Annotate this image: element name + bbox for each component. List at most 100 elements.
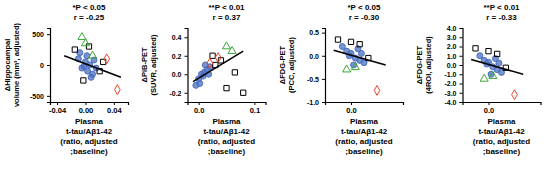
- x-axis-line: [51, 103, 129, 106]
- y-tick-mark: [47, 34, 50, 35]
- y-tick-mark: [185, 74, 188, 75]
- y-axis: -1.0 -0.5 0.0 0.5: [307, 29, 326, 106]
- x-axis-line: [188, 103, 266, 106]
- x-axis-title: (ratio, adjusted: [198, 137, 255, 146]
- y-tick-label: -1.0: [307, 99, 319, 106]
- y-tick-label: 0.2: [172, 52, 182, 59]
- y-tick-label: 0.0: [172, 71, 182, 78]
- y-axis-title: ΔFDG-PET: [415, 45, 424, 84]
- figure: -0.040.000.04-5000500*P < 0.05r = -0.25Δ…: [0, 0, 550, 179]
- plot-area: [193, 42, 246, 96]
- y-tick-mark: [322, 79, 325, 80]
- y-tick: 500: [32, 31, 50, 38]
- scatter-point: [89, 51, 97, 58]
- y-tick: -500: [30, 93, 50, 100]
- x-tick: 0.0: [194, 102, 204, 115]
- x-tick: 0.1: [250, 102, 260, 115]
- scatter-point: [496, 60, 502, 66]
- panel: 0.0-4.0-3.0-2.0-1.00.01.02.03.04.0**P < …: [415, 3, 541, 156]
- y-tick-label: 0: [40, 62, 44, 69]
- y-tick-label: 0.4: [172, 34, 182, 41]
- y-tick: 0.2: [172, 52, 188, 59]
- y-tick-label: 2.0: [447, 43, 457, 50]
- scatter-point: [207, 58, 213, 68]
- scatter-point: [358, 50, 364, 56]
- scatter-point: [215, 53, 221, 63]
- y-tick-label: -0.5: [307, 76, 319, 83]
- x-axis-title: (ratio, adjusted: [60, 137, 117, 146]
- y-axis-title: (PCC, adjusted): [287, 37, 296, 93]
- annotation: r = 0.37: [213, 13, 241, 22]
- x-tick-mark: [254, 102, 255, 105]
- y-tick-label: -2.0: [444, 80, 456, 87]
- scatter-point: [78, 33, 86, 40]
- y-tick: 0.0: [447, 62, 463, 69]
- annotation: r = -0.30: [349, 13, 380, 22]
- x-axis: 0.0: [463, 102, 541, 115]
- y-tick-label: -0.2: [169, 89, 181, 96]
- x-tick-label: -0.04: [49, 106, 67, 115]
- y-axis-line: [47, 29, 51, 103]
- x-tick: -0.04: [49, 102, 67, 115]
- scatter-point: [348, 39, 353, 44]
- x-axis-title: Plasma: [75, 117, 104, 126]
- y-tick-label: 0.0: [309, 52, 319, 59]
- regression-line: [193, 51, 243, 82]
- y-axis-title: ΔPiB-PET: [140, 47, 149, 82]
- y-tick-mark: [460, 84, 463, 85]
- y-tick-mark: [47, 96, 50, 97]
- y-tick-mark: [185, 37, 188, 38]
- scatter-point: [81, 78, 86, 83]
- x-tick-label: 0.04: [107, 106, 122, 115]
- y-tick: 1.0: [447, 52, 463, 59]
- x-tick: 0.0: [346, 102, 356, 115]
- x-tick-mark: [199, 102, 200, 105]
- y-axis: -4.0-3.0-2.0-1.00.01.02.03.04.0: [444, 25, 463, 106]
- x-tick-mark: [85, 102, 86, 105]
- x-axis-title: t-tau/Aβ1-42: [203, 127, 250, 136]
- y-tick: -0.5: [307, 76, 325, 83]
- y-tick-mark: [322, 102, 325, 103]
- scatter-point: [104, 54, 110, 64]
- scatter-point: [81, 39, 89, 46]
- scatter-point: [115, 85, 121, 95]
- y-tick-label: 0.0: [447, 62, 457, 69]
- y-tick-label: 1.0: [447, 52, 457, 59]
- y-tick-mark: [322, 56, 325, 57]
- y-tick-mark: [460, 93, 463, 94]
- x-tick: 0.0: [484, 102, 494, 115]
- y-tick: 4.0: [447, 25, 463, 32]
- y-axis-line: [185, 29, 189, 103]
- panel: 0.0-1.0-0.50.00.5*P < 0.05r = -0.30ΔFDG-…: [278, 3, 404, 156]
- x-axis-title: ;baseline): [483, 147, 521, 156]
- y-tick: -4.0: [444, 99, 462, 106]
- y-tick-mark: [460, 74, 463, 75]
- panel: -0.040.000.04-5000500*P < 0.05r = -0.25Δ…: [3, 3, 129, 156]
- scatter-point: [241, 90, 246, 95]
- y-tick-label: 500: [32, 31, 44, 38]
- y-tick: 0.5: [309, 29, 325, 36]
- x-tick: 0.00: [79, 102, 94, 115]
- x-axis: 0.0: [326, 102, 404, 115]
- x-axis-title: ;baseline): [345, 147, 383, 156]
- y-tick-mark: [47, 65, 50, 66]
- y-tick-mark: [322, 33, 325, 34]
- plot-area: [471, 46, 523, 100]
- x-tick-mark: [114, 102, 115, 105]
- y-tick-mark: [185, 93, 188, 94]
- panel: 0.00.1-0.20.00.20.4**P < 0.01r = 0.37ΔPi…: [140, 3, 266, 156]
- y-tick-label: 3.0: [447, 34, 457, 41]
- y-tick: 0.4: [172, 34, 188, 41]
- y-axis-title: volume (mm³, adjusted): [12, 22, 21, 107]
- scatter-point: [228, 46, 236, 53]
- regression-line: [64, 56, 121, 78]
- y-tick: 0.0: [172, 71, 188, 78]
- y-tick: 2.0: [447, 43, 463, 50]
- y-tick: 0: [40, 62, 50, 69]
- x-tick-label: 0.0: [484, 106, 494, 115]
- x-axis-line: [326, 103, 404, 106]
- x-axis-title: (ratio, adjusted: [473, 137, 530, 146]
- y-tick-label: -4.0: [444, 99, 456, 106]
- y-tick-label: 4.0: [447, 25, 457, 32]
- y-tick-label: -3.0: [444, 89, 456, 96]
